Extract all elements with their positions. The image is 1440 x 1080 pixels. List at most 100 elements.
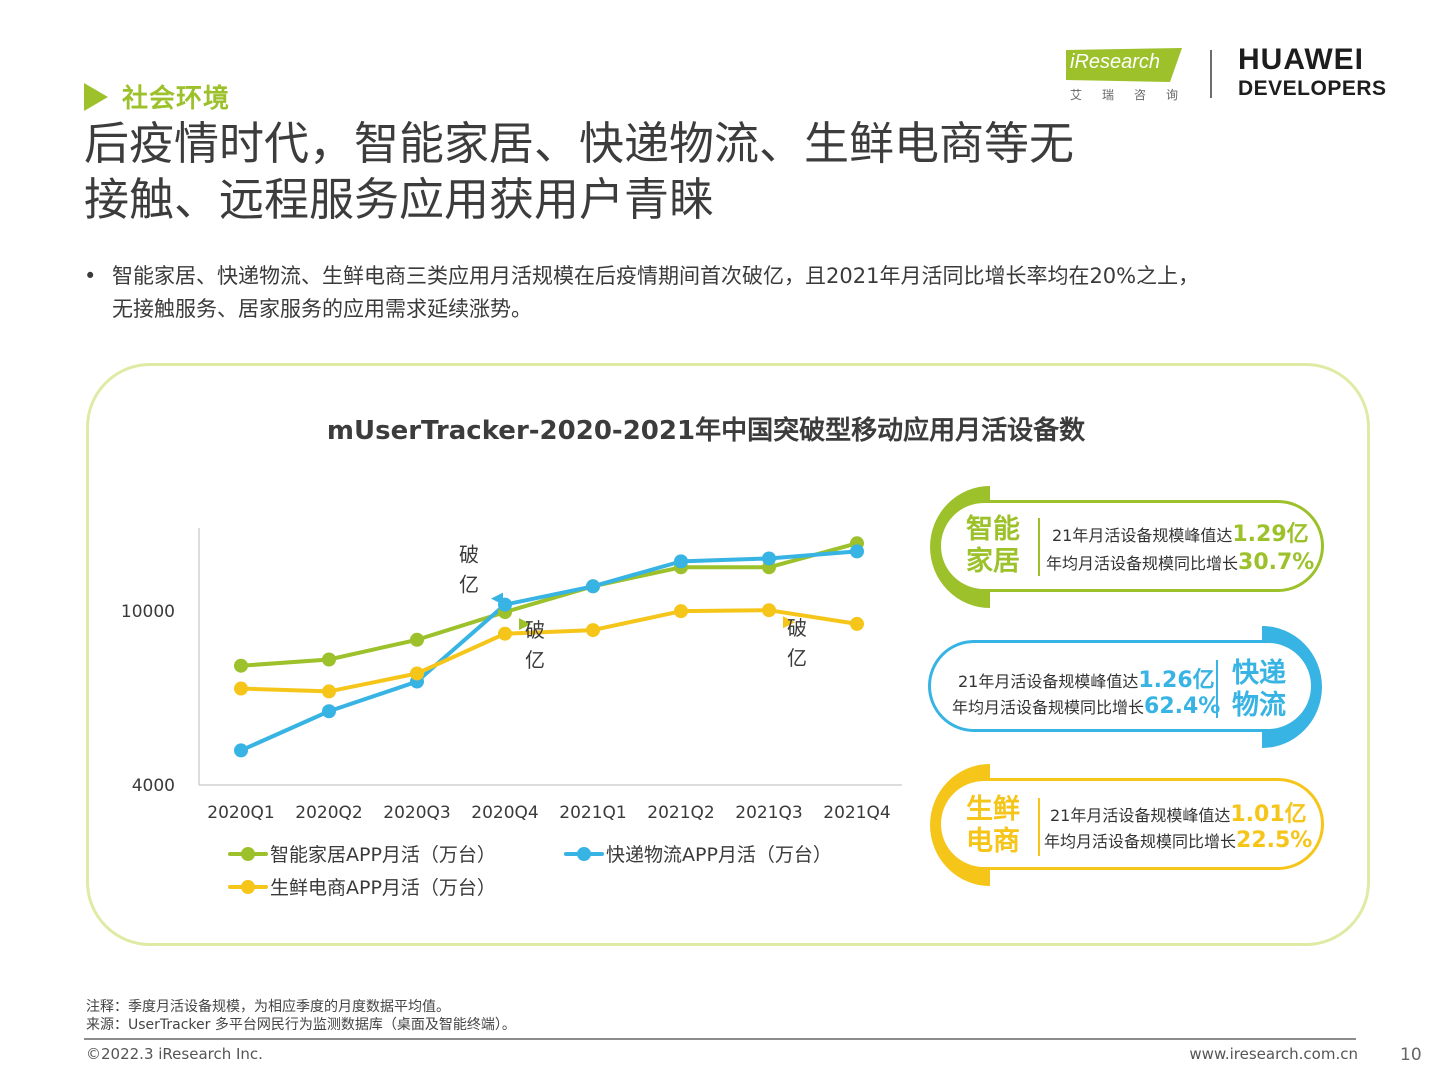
annotation-label: 亿: [787, 646, 807, 670]
section-label: 社会环境: [122, 84, 231, 114]
iresearch-wordmark: iResearch: [1070, 51, 1161, 73]
legend-item-logistics: 快递物流APP月活（万台）: [564, 840, 832, 867]
summary-bullet: • 智能家居、快递物流、生鲜电商三类应用月活规模在后疫情期间首次破亿，且2021…: [84, 260, 1374, 326]
x-tick-label: 2021Q4: [823, 803, 890, 823]
page-number: 10: [1400, 1045, 1422, 1065]
badge-text2: 年均月活设备规模同比增长62.4%: [952, 694, 1220, 719]
iresearch-cn-char: 瑞: [1101, 88, 1114, 102]
legend-swatch: [564, 846, 604, 861]
badge-text2-label: 年均月活设备规模同比增长: [952, 698, 1145, 717]
badge-value2: 22.5%: [1236, 828, 1313, 853]
iresearch-cn-char: 艾: [1070, 88, 1083, 102]
series-1-point: [234, 743, 248, 758]
legend-label: 快递物流APP月活（万台）: [606, 844, 832, 866]
badge-pill: [938, 500, 1324, 592]
iresearch-logo: iResearch 艾 瑞 咨 询: [1066, 48, 1182, 104]
play-triangle-icon: [84, 82, 108, 111]
badge-text1: 21年月活设备规模峰值达1.26亿: [958, 662, 1215, 694]
badge-pill: [928, 640, 1314, 732]
y-tick-label: 4000: [132, 776, 175, 796]
badge-value1: 1.29亿: [1232, 522, 1309, 547]
badge-separator: [1216, 660, 1218, 718]
legend-label: 生鲜电商APP月活（万台）: [270, 877, 496, 899]
x-tick-label: 2020Q2: [295, 803, 362, 823]
legend-label: 智能家居APP月活（万台）: [270, 844, 496, 866]
badge-text2: 年均月活设备规模同比增长30.7%: [1046, 550, 1314, 575]
badge-arc-icon: [1262, 626, 1322, 748]
badge-logistics: 快递 物流 21年月活设备规模峰值达1.26亿 年均月活设备规模同比增长62.4…: [928, 626, 1328, 748]
badge-arc-icon: [930, 764, 990, 886]
badge-value1: 1.26亿: [1138, 668, 1215, 693]
series-1-point: [850, 544, 864, 559]
series-2-point: [498, 626, 512, 641]
x-tick-label: 2021Q2: [647, 803, 714, 823]
y-tick-label: 10000: [121, 602, 175, 622]
series-0-point: [234, 658, 248, 673]
bullet-dot: •: [84, 264, 97, 288]
section-tag: 社会环境: [84, 78, 230, 115]
iresearch-cn-char: 咨: [1133, 88, 1146, 102]
annotation-arrow: [783, 616, 795, 629]
legend-swatch: [228, 846, 268, 861]
badge-caption-line1: 智能: [966, 514, 1020, 545]
badge-caption-line2: 物流: [1232, 690, 1286, 721]
badge-text1: 21年月活设备规模峰值达1.29亿: [1052, 516, 1309, 548]
badge-text2-label: 年均月活设备规模同比增长: [1044, 832, 1237, 851]
badge-text2-label: 年均月活设备规模同比增长: [1046, 554, 1239, 573]
badge-value2: 30.7%: [1238, 550, 1315, 575]
badge-caption: 智能 家居: [958, 514, 1028, 578]
badge-smart-home: 智能 家居 21年月活设备规模峰值达1.29亿 年均月活设备规模同比增长30.7…: [924, 486, 1326, 608]
developers-wordmark: DEVELOPERS: [1238, 77, 1387, 100]
website-link[interactable]: www.iresearch.com.cn: [1189, 1045, 1358, 1063]
annotation-label: 破: [459, 543, 479, 567]
badge-arc-icon: [930, 486, 990, 608]
badge-separator: [1038, 798, 1040, 856]
page-title-line2: 接触、远程服务应用获用户青睐: [84, 173, 715, 226]
badge-caption-line1: 快递: [1232, 658, 1286, 689]
annotation-label: 亿: [525, 648, 545, 672]
copyright: ©2022.3 iResearch Inc.: [86, 1045, 263, 1063]
annotation-arrow: [491, 592, 503, 605]
series-1-point: [322, 704, 336, 719]
x-tick-label: 2020Q1: [207, 803, 274, 823]
footnotes: 注释：季度月活设备规模，为相应季度的月度数据平均值。 来源：UserTracke…: [86, 998, 516, 1034]
series-2-point: [410, 666, 424, 681]
badge-value2: 62.4%: [1144, 694, 1221, 719]
chart-panel: [86, 363, 1370, 946]
badge-caption-line2: 电商: [966, 826, 1020, 857]
series-line-2: [239, 608, 859, 694]
annotation-label: 亿: [459, 573, 479, 597]
badge-text2: 年均月活设备规模同比增长22.5%: [1044, 828, 1312, 853]
annotation-arrow: [519, 618, 531, 631]
logo-divider: [1210, 50, 1212, 98]
series-2-point: [762, 603, 776, 618]
badge-text1-label: 21年月活设备规模峰值达: [1052, 526, 1233, 545]
footnote-source: 来源：UserTracker 多平台网民行为监测数据库（桌面及智能终端）。: [86, 1017, 516, 1033]
series-2-point: [586, 623, 600, 638]
annotation-label: 破: [525, 618, 545, 642]
badge-text1-label: 21年月活设备规模峰值达: [958, 672, 1139, 691]
series-1-point: [762, 551, 776, 566]
series-2-point: [850, 616, 864, 631]
x-tick-label: 2021Q1: [559, 803, 626, 823]
chart-title: mUserTracker-2020-2021年中国突破型移动应用月活设备数: [326, 416, 1086, 446]
annotation-label: 破: [787, 616, 807, 640]
iresearch-cn: 艾 瑞 咨 询: [1066, 86, 1182, 103]
series-1-point: [586, 579, 600, 594]
iresearch-cn-char: 询: [1165, 88, 1178, 102]
footnote-note: 注释：季度月活设备规模，为相应季度的月度数据平均值。: [86, 999, 450, 1015]
huawei-developers-logo: HUAWEI DEVELOPERS: [1238, 44, 1387, 102]
x-tick-label: 2021Q3: [735, 803, 802, 823]
legend-item-fresh-ecommerce: 生鲜电商APP月活（万台）: [228, 873, 496, 900]
badge-text1-label: 21年月活设备规模峰值达: [1050, 806, 1231, 825]
legend-item-smart-home: 智能家居APP月活（万台）: [228, 840, 496, 867]
series-line-1: [239, 549, 859, 753]
series-1-point: [674, 554, 688, 569]
bullet-line1: 智能家居、快递物流、生鲜电商三类应用月活规模在后疫情期间首次破亿，且2021年月…: [112, 264, 1200, 288]
badge-caption-line2: 家居: [966, 546, 1020, 577]
badge-fresh-ecommerce: 生鲜 电商 21年月活设备规模峰值达1.01亿 年均月活设备规模同比增长22.5…: [924, 764, 1326, 886]
series-line-0: [239, 541, 859, 668]
badge-separator: [1038, 518, 1040, 576]
x-tick-label: 2020Q4: [471, 803, 538, 823]
